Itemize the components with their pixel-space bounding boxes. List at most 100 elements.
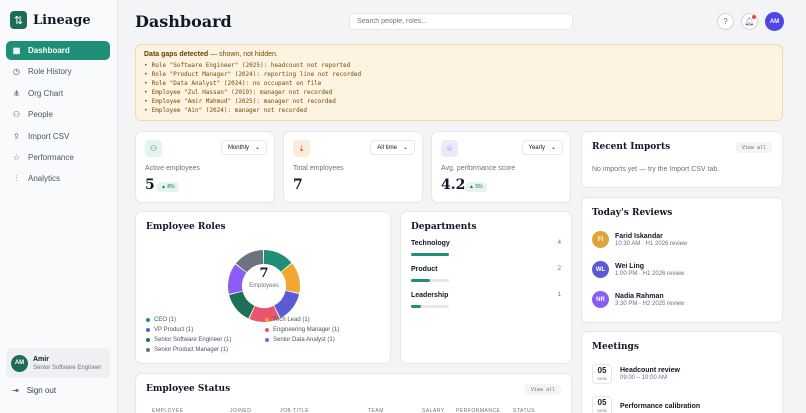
meeting-title: Performance calibration — [620, 402, 701, 410]
sidebar-item-role-history[interactable]: ◷ Role History — [6, 62, 110, 81]
view-all-imports-button[interactable]: View all — [735, 142, 772, 153]
table-header-cell[interactable]: JOINED — [230, 408, 252, 413]
notification-dot — [752, 15, 756, 19]
sign-out-icon: ⇥ — [12, 386, 19, 395]
department-name: Technology — [411, 240, 450, 247]
review-item[interactable]: WL Wei Ling 1:00 PM · H1 2026 review — [592, 261, 684, 278]
bell-icon: 🔔︎ — [744, 17, 755, 26]
org-chart-icon: ⋔ — [13, 88, 20, 98]
donut-slice[interactable] — [228, 264, 247, 295]
kpi-card: ⚇ Monthly ⌄ Active employees 5 ▲ 8% — [135, 131, 275, 203]
review-item[interactable]: FI Farid Iskandar 10:30 AM · H1 2026 revie… — [592, 231, 687, 248]
legend-item: Tech Lead (1) — [265, 317, 310, 323]
imports-empty-text: No imports yet — try the Import CSV tab. — [592, 166, 720, 173]
meetings-card: Meetings 05 MON Headcount review 09:00 – 10… — [581, 331, 783, 413]
department-row: Leadership 1 — [411, 292, 561, 308]
grid-icon: ▦ — [12, 46, 21, 55]
avatar: NR — [592, 291, 609, 308]
sidebar-item-performance[interactable]: ☆ Performance — [6, 148, 110, 167]
donut-slice[interactable] — [235, 250, 264, 273]
legend-label: Engineering Manager (1) — [273, 327, 340, 333]
sidebar-item-dashboard[interactable]: ▦ Dashboard — [6, 41, 110, 60]
kpi-card: ☆ Yearly ⌄ Avg. performance score 4.2 ▲ 5% — [431, 131, 571, 203]
table-header-cell[interactable]: PERFORMANCE — [456, 408, 501, 413]
alert-item: Role "Data Analyst" (2024): no occupant … — [144, 79, 774, 88]
sidebar: ⇅ Lineage ▦ Dashboard ◷ Role History ⋔ Org Ch… — [0, 0, 118, 413]
meeting-day: 05 — [597, 398, 607, 407]
sidebar-item-import-csv[interactable]: ⇪ Import CSV — [6, 127, 110, 146]
department-row: Product 2 — [411, 266, 561, 282]
period-select-value: Yearly — [528, 144, 545, 151]
period-select-value: All time — [377, 144, 397, 151]
department-name: Product — [411, 266, 438, 273]
app-name: Lineage — [33, 12, 91, 28]
period-select[interactable]: Monthly ⌄ — [220, 140, 267, 155]
search-input[interactable] — [349, 13, 573, 30]
meeting-item[interactable]: 05 MON Performance calibration — [592, 396, 700, 413]
review-time: 1:00 PM · H1 2026 review — [615, 270, 685, 277]
donut-center-value: 7 — [259, 266, 269, 281]
upload-icon: ⇪ — [13, 131, 20, 141]
brand[interactable]: ⇅ Lineage — [10, 11, 91, 29]
people-icon: ⚇ — [12, 110, 21, 120]
alert-title: Data gaps detected — [144, 51, 209, 58]
donut-slice[interactable] — [229, 291, 255, 319]
star-icon: ☆ — [441, 140, 458, 157]
table-header-cell[interactable]: STATUS — [513, 408, 535, 413]
review-item[interactable]: NR Nadia Rahman 3:30 PM · H2 2025 review — [592, 291, 684, 308]
sign-out-label: Sign out — [26, 386, 57, 395]
alert-item: Employee "Zul Hassan" (2019): manager no… — [144, 88, 774, 97]
legend-item: VP Product (1) — [146, 327, 193, 333]
help-icon: ? — [723, 17, 728, 26]
sidebar-item-analytics[interactable]: ⫶ Analytics — [6, 169, 110, 188]
meeting-day: 05 — [597, 366, 607, 375]
table-header-cell[interactable]: SALARY — [422, 408, 445, 413]
alert-item: Employee "Amir Mahmud" (2025): manager n… — [144, 97, 774, 106]
user-card[interactable]: AM Amir Senior Software Engineer — [6, 348, 110, 378]
donut-center-label: Employees — [249, 283, 279, 289]
kpi-value: 7 — [293, 177, 303, 193]
meeting-item[interactable]: 05 MON Headcount review 09:00 – 10:00 AM — [592, 364, 680, 384]
user-avatar[interactable]: AM — [765, 12, 784, 31]
table-header-cell[interactable]: TEAM — [368, 408, 384, 413]
download-icon: ⤓ — [293, 140, 310, 157]
meetings-title: Meetings — [592, 342, 639, 352]
delta-badge: ▲ 5% — [465, 182, 487, 192]
help-button[interactable]: ? — [717, 13, 734, 30]
user-role: Senior Software Engineer — [33, 364, 102, 371]
notifications-button[interactable]: 🔔︎ — [741, 13, 758, 30]
kpi-label: Total employees — [293, 165, 344, 172]
legend-item: Senior Software Engineer (1) — [146, 337, 231, 343]
view-all-status-button[interactable]: View all — [524, 384, 561, 395]
sidebar-item-org-chart[interactable]: ⋔ Org Chart — [6, 84, 110, 103]
legend-swatch — [146, 348, 150, 352]
sidebar-nav: ▦ Dashboard ◷ Role History ⋔ Org Chart ⚇ People… — [6, 41, 110, 191]
table-header-cell[interactable]: EMPLOYEE — [152, 408, 184, 413]
department-row: Technology 4 — [411, 240, 561, 256]
review-name: Wei Ling — [615, 262, 645, 270]
department-count: 1 — [557, 292, 561, 298]
period-select[interactable]: Yearly ⌄ — [521, 140, 563, 155]
donut-slice[interactable] — [264, 250, 292, 272]
donut-slice[interactable] — [249, 305, 280, 322]
legend-label: Senior Data Analyst (1) — [273, 337, 335, 343]
legend-label: Senior Product Manager (1) — [154, 347, 229, 353]
review-time: 3:30 PM · H2 2025 review — [615, 300, 685, 307]
alert-list: Role "Software Engineer" (2025): headcou… — [144, 61, 774, 115]
department-name: Leadership — [411, 292, 449, 299]
bar-chart-icon: ⫶ — [15, 173, 18, 183]
donut-slice[interactable] — [274, 290, 300, 318]
table-header-cell[interactable]: JOB TITLE — [280, 408, 310, 413]
legend-swatch — [265, 328, 269, 332]
sidebar-item-people[interactable]: ⚇ People — [6, 105, 110, 124]
department-bar — [411, 279, 449, 282]
avatar: FI — [592, 231, 609, 248]
meeting-time: 09:00 – 10:00 AM — [620, 375, 668, 381]
clock-icon: ◷ — [13, 67, 20, 77]
chevron-down-icon: ⌄ — [254, 145, 260, 151]
legend-item: Engineering Manager (1) — [265, 327, 339, 333]
period-select[interactable]: All time ⌄ — [370, 140, 415, 155]
sign-out-button[interactable]: ⇥ Sign out — [12, 386, 56, 395]
donut-slice[interactable] — [281, 263, 300, 293]
meeting-date: 05 MON — [592, 364, 612, 384]
